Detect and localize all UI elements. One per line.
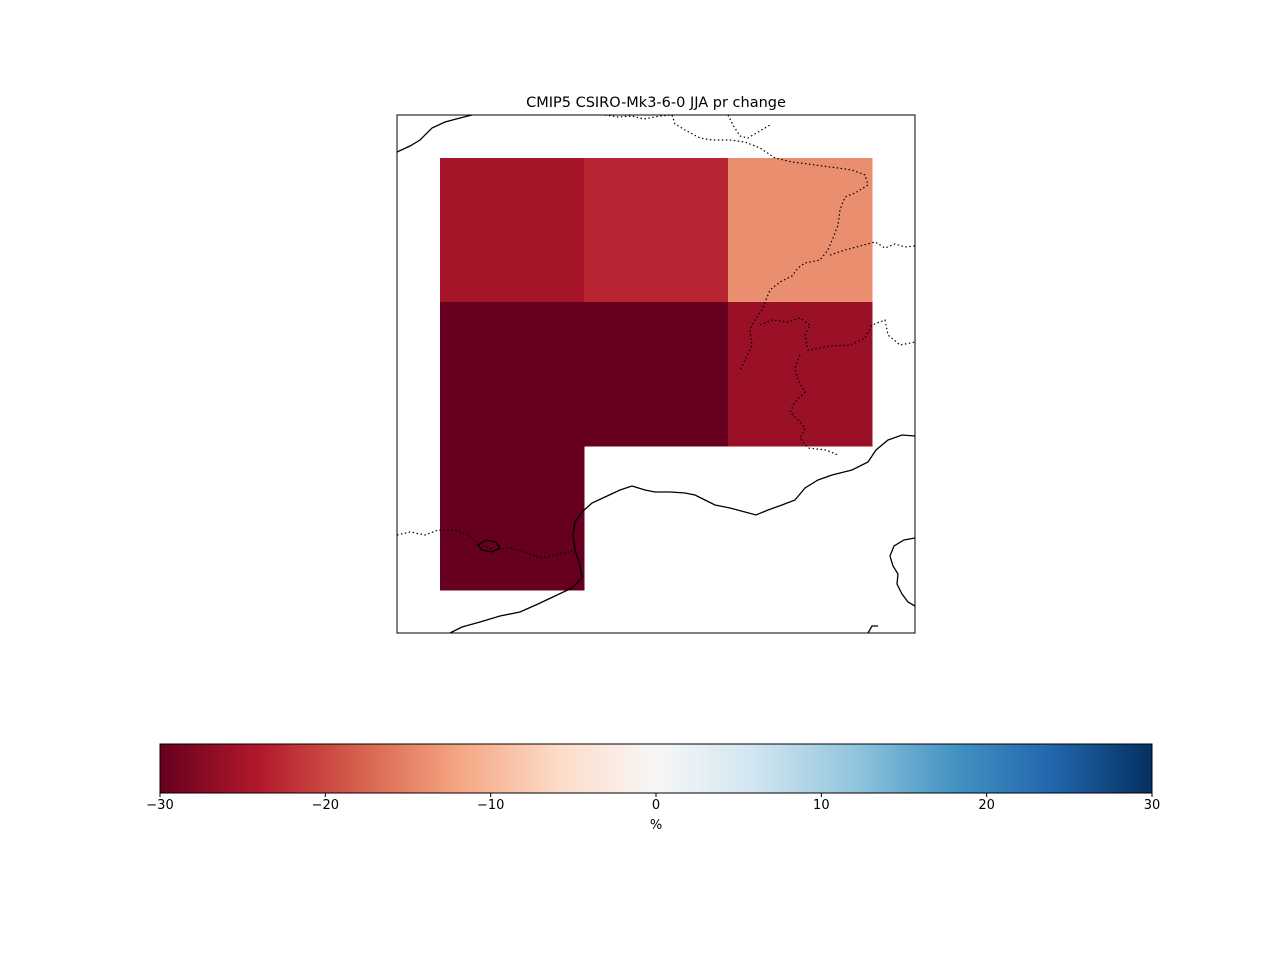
- map-title: CMIP5 CSIRO-Mk3-6-0 JJA pr change: [526, 95, 786, 111]
- coastline-gulf-of-lion-lagoons: [477, 539, 501, 553]
- colorbar-tick-label: 20: [978, 798, 995, 813]
- heatmap-cell-r0-c0: [440, 158, 585, 303]
- colorbar-tick-label: 10: [813, 798, 830, 813]
- map-frame: [396, 114, 916, 634]
- heatmap-cell-r0-c2: [728, 158, 873, 303]
- colorbar-ticks: −30 −20 −10 0 10 20 30: [146, 793, 1160, 813]
- heatmap-cell-r1-c0: [440, 302, 585, 447]
- country-borders: [397, 115, 915, 559]
- colorbar-tick-label: −20: [312, 798, 339, 813]
- border-luxembourg-germany: [727, 115, 915, 256]
- colorbar-gradient: [159, 743, 1153, 794]
- map-axes: [397, 115, 915, 633]
- coastline-corsica: [889, 537, 915, 607]
- border-belgium-france: [604, 115, 869, 371]
- colorbar-tick-label: 0: [652, 798, 660, 813]
- colorbar-tick-label: −30: [146, 798, 173, 813]
- heatmap-cells: [440, 158, 873, 591]
- coastline-mediterranean: [449, 434, 915, 633]
- colorbar-label: %: [650, 818, 662, 833]
- colorbar-tick-label: −10: [477, 798, 504, 813]
- heatmap-cell-r0-c1: [584, 158, 729, 303]
- colorbar-tick-label: 30: [1144, 798, 1161, 813]
- heatmap-cell-r1-c1: [584, 302, 729, 447]
- heatmap-cell-r1-c2: [728, 302, 873, 447]
- colorbar: −30 −20 −10 0 10 20 30 %: [146, 743, 1160, 833]
- heatmap-cell-r2-c0: [440, 446, 585, 591]
- border-france-switzerland-italy: [759, 317, 915, 456]
- coastline-britain: [397, 115, 473, 153]
- coastlines: [397, 115, 915, 633]
- border-france-spain: [397, 529, 576, 559]
- coastline-sardinia: [867, 625, 878, 633]
